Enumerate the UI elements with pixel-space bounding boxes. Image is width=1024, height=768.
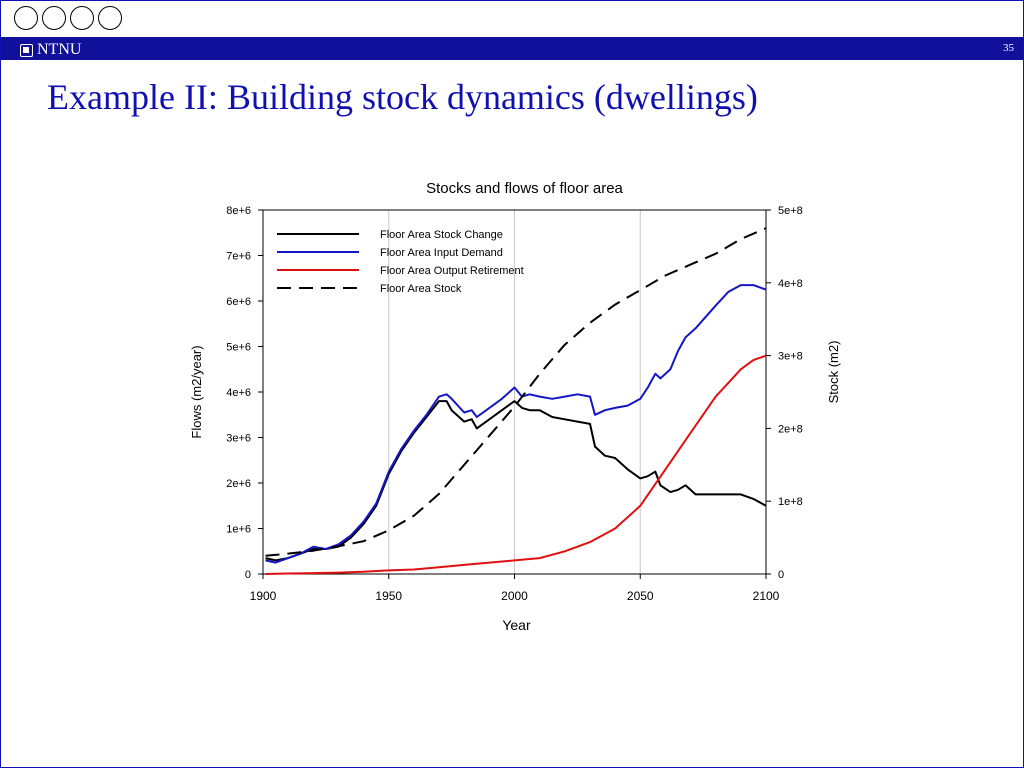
series-line-2 xyxy=(265,284,767,564)
y-left-tick-label: 6e+6 xyxy=(226,296,251,308)
legend-label: Floor Area Stock Change xyxy=(380,229,503,241)
series-line-4 xyxy=(265,227,767,557)
x-tick-label: 1900 xyxy=(250,589,277,603)
y-left-tick-label: 3e+6 xyxy=(226,433,251,445)
x-axis-label: Year xyxy=(502,617,531,633)
y-right-tick-label: 3e+8 xyxy=(778,351,803,363)
y-left-tick-label: 4e+6 xyxy=(226,387,251,399)
x-tick-label: 1950 xyxy=(375,589,402,603)
ntnu-logo: NTNU xyxy=(20,41,81,59)
legend-label: Floor Area Input Demand xyxy=(380,247,503,259)
circle-icon xyxy=(98,6,122,30)
slide-number: 35 xyxy=(1003,42,1014,54)
logo-icon xyxy=(20,43,33,57)
legend-label: Floor Area Stock xyxy=(380,283,462,295)
y-left-tick-label: 2e+6 xyxy=(226,478,251,490)
y-right-tick-label: 0 xyxy=(778,569,784,581)
legend-label: Floor Area Output Retirement xyxy=(380,265,524,277)
y-right-tick-label: 5e+8 xyxy=(778,205,803,217)
series-line-3 xyxy=(265,354,767,575)
y-left-axis-label: Flows (m2/year) xyxy=(189,345,204,438)
y-left-tick-label: 7e+6 xyxy=(226,251,251,263)
y-left-tick-label: 0 xyxy=(245,569,251,581)
logo-text: NTNU xyxy=(37,41,82,58)
header-band xyxy=(1,37,1023,60)
series-line-1 xyxy=(265,400,767,562)
y-right-axis-label: Stock (m2) xyxy=(826,341,841,404)
y-left-tick-label: 1e+6 xyxy=(226,524,251,536)
circle-icon xyxy=(42,6,66,30)
y-left-tick-label: 8e+6 xyxy=(226,205,251,217)
x-tick-label: 2100 xyxy=(753,589,780,603)
chart-title: Stocks and flows of floor area xyxy=(426,180,623,197)
x-tick-label: 2000 xyxy=(501,589,528,603)
x-tick-label: 2050 xyxy=(627,589,654,603)
circle-icon xyxy=(14,6,38,30)
decorative-circles xyxy=(14,6,122,36)
y-right-tick-label: 4e+8 xyxy=(778,278,803,290)
y-right-tick-label: 1e+8 xyxy=(778,496,803,508)
y-left-tick-label: 5e+6 xyxy=(226,342,251,354)
y-right-tick-label: 2e+8 xyxy=(778,423,803,435)
circle-icon xyxy=(70,6,94,30)
slide-title: Example II: Building stock dynamics (dwe… xyxy=(47,77,758,117)
